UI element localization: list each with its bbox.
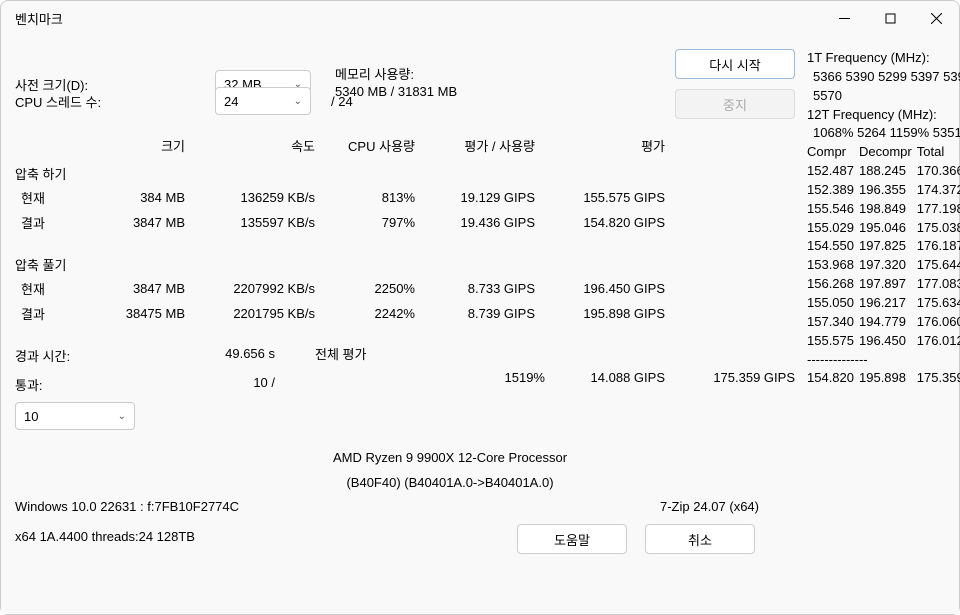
col-cpu: CPU 사용량 — [315, 136, 415, 155]
close-icon — [931, 13, 942, 24]
restart-button[interactable]: 다시 시작 — [675, 49, 795, 79]
log-total-row: 154.820 195.898 175.359 1519% — [807, 369, 960, 388]
log-row: 155.546198.849177.1981528% — [807, 200, 960, 219]
elapsed-value: 49.656 s — [145, 346, 275, 365]
log-row: 156.268197.897177.0831522% — [807, 275, 960, 294]
threads-value: 24 — [224, 94, 238, 109]
maximize-button[interactable] — [867, 2, 913, 34]
threads-row: CPU 스레드 수: 24 ⌄ / 24 — [15, 87, 795, 115]
table-header: 크기 속도 CPU 사용량 평가 / 사용량 평가 — [15, 133, 795, 158]
total-block: 전체 평가 1519% 14.088 GIPS 175.359 GIPS — [315, 344, 795, 388]
arch-info: x64 1A.4400 threads:24 128TB — [15, 525, 195, 550]
decompress-current-row: 현재 3847 MB 2207992 KB/s 2250% 8.733 GIPS… — [15, 276, 795, 301]
log-table: Compr Decompr Total CPU 152.487188.24517… — [807, 143, 960, 388]
log-row: 152.487188.245170.3661485% — [807, 162, 960, 181]
left-pane: 사전 크기(D): 32 MB ⌄ 메모리 사용량: 5340 MB / 318… — [15, 49, 795, 604]
compress-header: 압축 하기 — [15, 158, 795, 185]
freq-1t-label: 1T Frequency (MHz): — [807, 49, 960, 68]
freq-12t-value: 1068% 5264 1159% 5351 — [807, 124, 960, 143]
decompress-result-row: 결과 38475 MB 2201795 KB/s 2242% 8.739 GIP… — [15, 301, 795, 326]
window-title: 벤치마크 — [15, 9, 63, 28]
decompress-header: 압축 풀기 — [15, 249, 795, 276]
passes-select[interactable]: 10 ⌄ — [15, 402, 135, 430]
log-row: 152.389196.355174.3721531% — [807, 181, 960, 200]
minimize-icon — [839, 13, 850, 24]
content: 사전 크기(D): 32 MB ⌄ 메모리 사용량: 5340 MB / 318… — [1, 35, 959, 614]
footer-info: AMD Ryzen 9 9900X 12-Core Processor (B40… — [15, 446, 795, 554]
compress-result-row: 결과 3847 MB 135597 KB/s 797% 19.436 GIPS … — [15, 210, 795, 235]
log-row: 157.340194.779176.0601529% — [807, 313, 960, 332]
minimize-button[interactable] — [821, 2, 867, 34]
elapsed-block: 경과 시간: 49.656 s 통과: 10 / 10 ⌄ — [15, 344, 315, 430]
log-row: 153.968197.320175.6441529% — [807, 256, 960, 275]
memory-label: 메모리 사용량: — [335, 67, 457, 84]
log-separator: -------------- — [807, 351, 960, 370]
window-controls — [821, 2, 959, 34]
total-label: 전체 평가 — [315, 344, 795, 363]
chevron-down-icon: ⌄ — [294, 96, 302, 107]
log-row: 155.029195.046175.0381505% — [807, 219, 960, 238]
cancel-button[interactable]: 취소 — [645, 524, 755, 554]
elapsed-label: 경과 시간: — [15, 346, 145, 365]
threads-label: CPU 스레드 수: — [15, 92, 215, 111]
chevron-down-icon: ⌄ — [118, 411, 126, 422]
passes-value: 10 / — [145, 375, 275, 394]
maximize-icon — [885, 13, 896, 24]
col-rate: 평가 — [535, 136, 665, 155]
titlebar: 벤치마크 — [1, 1, 959, 35]
os-info: Windows 10.0 22631 : f:7FB10F2774C — [15, 495, 239, 520]
cpu-detail: (B40F40) (B40401A.0->B40401A.0) — [105, 471, 795, 496]
passes-label: 통과: — [15, 375, 145, 394]
threads-total: / 24 — [331, 94, 353, 109]
right-log-pane: 1T Frequency (MHz): 5366 5390 5299 5397 … — [795, 49, 960, 604]
cpu-name: AMD Ryzen 9 9900X 12-Core Processor — [105, 446, 795, 471]
benchmark-window: 벤치마크 사전 크기(D): 32 MB ⌄ 메모리 사용량: — [0, 0, 960, 615]
compress-current-row: 현재 384 MB 136259 KB/s 813% 19.129 GIPS 1… — [15, 185, 795, 210]
total-row: 1519% 14.088 GIPS 175.359 GIPS — [315, 367, 795, 388]
log-row: 155.050196.217175.6341522% — [807, 294, 960, 313]
log-row: 155.575196.450176.0121531% — [807, 332, 960, 351]
col-size: 크기 — [85, 136, 185, 155]
close-button[interactable] — [913, 2, 959, 34]
freq-12t-label: 12T Frequency (MHz): — [807, 106, 960, 125]
log-row: 154.550197.825176.1871510% — [807, 237, 960, 256]
help-button[interactable]: 도움말 — [517, 524, 627, 554]
freq-1t-value: 5366 5390 5299 5397 5399 5397 5570 — [807, 68, 960, 106]
col-ru: 평가 / 사용량 — [415, 136, 535, 155]
results-table: 크기 속도 CPU 사용량 평가 / 사용량 평가 압축 하기 현재 384 M… — [15, 133, 795, 326]
zip-info: 7-Zip 24.07 (x64) — [660, 495, 759, 520]
col-speed: 속도 — [185, 136, 315, 155]
summary-row: 경과 시간: 49.656 s 통과: 10 / 10 ⌄ — [15, 344, 795, 430]
passes-select-value: 10 — [24, 409, 38, 424]
threads-select[interactable]: 24 ⌄ — [215, 87, 311, 115]
log-header-row: Compr Decompr Total CPU — [807, 143, 960, 162]
